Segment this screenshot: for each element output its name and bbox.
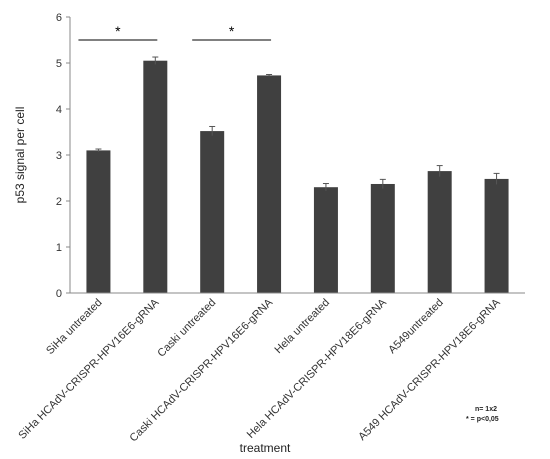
bar bbox=[370, 183, 395, 293]
x-axis-title: treatment bbox=[240, 441, 291, 455]
x-category-label: SiHa untreated bbox=[44, 297, 104, 357]
bar bbox=[143, 60, 168, 294]
significance-markers: * * bbox=[78, 23, 272, 41]
bar bbox=[200, 131, 225, 293]
y-tick-label: 6 bbox=[56, 12, 62, 24]
bars bbox=[86, 60, 509, 294]
significance-star: * bbox=[115, 23, 121, 39]
y-tick-label: 2 bbox=[56, 196, 62, 208]
y-tick-label: 1 bbox=[56, 242, 62, 254]
y-axis-ticks: 0 1 2 3 4 5 6 bbox=[56, 12, 70, 300]
y-tick-label: 0 bbox=[56, 288, 62, 300]
significance-note: * = p<0,05 bbox=[466, 416, 499, 423]
bar bbox=[86, 150, 111, 293]
x-category-label: Caski untreated bbox=[155, 297, 218, 360]
bar bbox=[484, 178, 509, 293]
y-tick-label: 5 bbox=[56, 58, 62, 70]
y-tick-label: 3 bbox=[56, 150, 62, 162]
y-tick-label: 4 bbox=[56, 104, 62, 116]
y-axis-title: p53 signal per cell bbox=[13, 107, 27, 204]
significance-star: * bbox=[229, 23, 235, 39]
error-bars bbox=[95, 56, 500, 191]
sample-size-note: n= 1x2 bbox=[475, 406, 497, 413]
x-category-label: Hela untreated bbox=[273, 297, 333, 357]
bar bbox=[257, 75, 282, 293]
bar bbox=[313, 187, 338, 293]
x-category-label: A549untreated bbox=[386, 297, 446, 357]
bar bbox=[427, 171, 452, 293]
